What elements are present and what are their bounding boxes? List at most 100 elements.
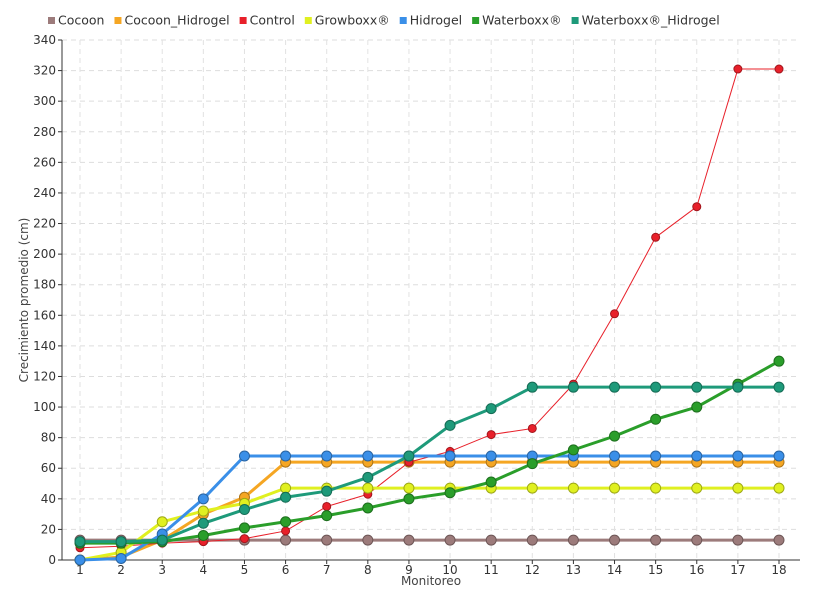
data-point-growboxx[interactable] [403, 482, 415, 494]
data-point-growboxx[interactable] [567, 482, 579, 494]
data-point-cocoon[interactable] [403, 534, 415, 546]
series-growboxx [74, 482, 785, 566]
data-point-waterboxx[interactable] [567, 444, 579, 456]
data-point-hidrogel[interactable] [362, 450, 374, 462]
data-point-control[interactable] [322, 501, 332, 511]
data-point-hidrogel[interactable] [115, 552, 127, 564]
data-point-waterboxx[interactable] [485, 476, 497, 488]
data-point-waterboxx-hidrogel[interactable] [609, 381, 621, 393]
data-point-waterboxx-hidrogel[interactable] [691, 381, 703, 393]
y-axis-title: Crecimiento promedio (cm) [17, 218, 31, 383]
data-point-cocoon[interactable] [362, 534, 374, 546]
legend-item-waterboxx-hidrogel[interactable]: Waterboxx®_Hidrogel [571, 13, 720, 28]
data-point-waterboxx[interactable] [321, 510, 333, 522]
data-point-cocoon[interactable] [773, 534, 785, 546]
data-point-waterboxx-hidrogel[interactable] [444, 419, 456, 431]
data-point-control[interactable] [692, 202, 702, 212]
y-tick-label: 260 [33, 155, 56, 169]
data-point-growboxx[interactable] [526, 482, 538, 494]
data-point-hidrogel[interactable] [485, 450, 497, 462]
data-point-control[interactable] [281, 526, 291, 536]
series-cocoon-hidrogel [74, 456, 785, 566]
data-point-waterboxx-hidrogel[interactable] [321, 485, 333, 497]
data-point-waterboxx-hidrogel[interactable] [567, 381, 579, 393]
data-point-waterboxx[interactable] [650, 413, 662, 425]
data-point-waterboxx[interactable] [403, 493, 415, 505]
data-point-growboxx[interactable] [362, 482, 374, 494]
data-point-growboxx[interactable] [197, 505, 209, 517]
data-point-hidrogel[interactable] [691, 450, 703, 462]
data-point-hidrogel[interactable] [321, 450, 333, 462]
data-point-cocoon[interactable] [280, 534, 292, 546]
data-point-cocoon[interactable] [567, 534, 579, 546]
y-tick-label: 0 [48, 553, 56, 567]
data-point-waterboxx-hidrogel[interactable] [115, 536, 127, 548]
legend-item-control[interactable]: Control [239, 13, 295, 28]
data-point-waterboxx-hidrogel[interactable] [156, 534, 168, 546]
data-point-cocoon[interactable] [321, 534, 333, 546]
data-point-waterboxx-hidrogel[interactable] [280, 491, 292, 503]
data-point-cocoon[interactable] [444, 534, 456, 546]
data-point-cocoon[interactable] [732, 534, 744, 546]
data-point-cocoon[interactable] [691, 534, 703, 546]
data-point-waterboxx[interactable] [609, 430, 621, 442]
data-point-waterboxx-hidrogel[interactable] [74, 536, 86, 548]
data-point-growboxx[interactable] [773, 482, 785, 494]
data-point-hidrogel[interactable] [609, 450, 621, 462]
data-point-growboxx[interactable] [732, 482, 744, 494]
data-point-cocoon[interactable] [609, 534, 621, 546]
data-point-control[interactable] [486, 430, 496, 440]
data-point-waterboxx-hidrogel[interactable] [362, 471, 374, 483]
data-point-growboxx[interactable] [609, 482, 621, 494]
data-point-waterboxx[interactable] [362, 502, 374, 514]
data-point-hidrogel[interactable] [238, 450, 250, 462]
data-point-waterboxx-hidrogel[interactable] [732, 381, 744, 393]
data-point-hidrogel[interactable] [773, 450, 785, 462]
data-point-waterboxx-hidrogel[interactable] [485, 403, 497, 415]
x-tick-label: 13 [566, 563, 581, 577]
legend-label: Cocoon [58, 13, 104, 28]
x-tick-label: 16 [689, 563, 704, 577]
data-point-control[interactable] [527, 423, 537, 433]
data-point-cocoon[interactable] [526, 534, 538, 546]
data-point-hidrogel[interactable] [74, 554, 86, 566]
data-point-control[interactable] [610, 309, 620, 319]
data-point-waterboxx-hidrogel[interactable] [238, 504, 250, 516]
data-point-waterboxx-hidrogel[interactable] [403, 450, 415, 462]
data-point-cocoon[interactable] [650, 534, 662, 546]
data-point-control[interactable] [651, 232, 661, 242]
data-point-hidrogel[interactable] [650, 450, 662, 462]
x-tick-label: 3 [158, 563, 166, 577]
data-point-growboxx[interactable] [691, 482, 703, 494]
legend-item-growboxx[interactable]: Growboxx® [304, 13, 390, 28]
data-point-hidrogel[interactable] [444, 450, 456, 462]
data-point-growboxx[interactable] [280, 482, 292, 494]
data-point-waterboxx-hidrogel[interactable] [197, 517, 209, 529]
data-point-control[interactable] [774, 64, 784, 74]
data-point-waterboxx[interactable] [197, 530, 209, 542]
data-point-waterboxx[interactable] [280, 516, 292, 528]
data-point-waterboxx-hidrogel[interactable] [526, 381, 538, 393]
data-point-growboxx[interactable] [650, 482, 662, 494]
data-point-waterboxx[interactable] [238, 522, 250, 534]
data-point-waterboxx[interactable] [691, 401, 703, 413]
x-tick-label: 10 [442, 563, 457, 577]
data-point-waterboxx[interactable] [444, 487, 456, 499]
legend-item-cocoon[interactable]: Cocoon [48, 13, 104, 28]
series-line-growboxx [79, 486, 779, 562]
legend-item-cocoon-hidrogel[interactable]: Cocoon_Hidrogel [114, 13, 230, 28]
data-point-control[interactable] [733, 64, 743, 74]
data-point-waterboxx[interactable] [526, 458, 538, 470]
data-point-hidrogel[interactable] [732, 450, 744, 462]
data-point-waterboxx-hidrogel[interactable] [773, 381, 785, 393]
data-point-cocoon[interactable] [485, 534, 497, 546]
legend-item-waterboxx[interactable]: Waterboxx® [472, 13, 562, 28]
data-point-waterboxx-hidrogel[interactable] [650, 381, 662, 393]
data-point-control[interactable] [239, 534, 249, 544]
data-point-growboxx[interactable] [156, 516, 168, 528]
data-point-hidrogel[interactable] [280, 450, 292, 462]
data-point-waterboxx[interactable] [773, 355, 785, 367]
legend-item-hidrogel[interactable]: Hidrogel [399, 13, 462, 28]
data-point-hidrogel[interactable] [197, 493, 209, 505]
series-line-cocoon-hidrogel [79, 460, 779, 562]
